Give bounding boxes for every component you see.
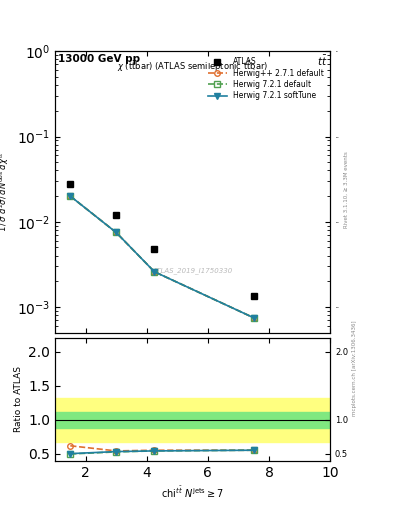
Text: $t\bar{t}$: $t\bar{t}$	[317, 54, 327, 68]
Y-axis label: $1\,/\,\sigma\;d^2\!\sigma\,/\,dN^{\rm obs}\,d\,\chi^{t\bar{t}}$: $1\,/\,\sigma\;d^2\!\sigma\,/\,dN^{\rm o…	[0, 152, 11, 232]
Y-axis label: Ratio to ATLAS: Ratio to ATLAS	[14, 367, 23, 432]
Text: $\chi$ (t$\bar{\rm t}$bar) (ATLAS semileptonic t$\bar{\rm t}$bar): $\chi$ (t$\bar{\rm t}$bar) (ATLAS semile…	[117, 60, 268, 74]
Text: ATLAS_2019_I1750330: ATLAS_2019_I1750330	[152, 267, 233, 274]
Text: 13000 GeV pp: 13000 GeV pp	[58, 54, 140, 64]
Text: Rivet 3.1.10, ≥ 3.3M events: Rivet 3.1.10, ≥ 3.3M events	[344, 151, 349, 228]
Legend: ATLAS, Herwig++ 2.7.1 default, Herwig 7.2.1 default, Herwig 7.2.1 softTune: ATLAS, Herwig++ 2.7.1 default, Herwig 7.…	[206, 55, 326, 102]
Text: mcplots.cern.ch [arXiv:1306.3436]: mcplots.cern.ch [arXiv:1306.3436]	[352, 321, 357, 416]
X-axis label: chi$^{t\bar{t}}$ $N^{\rm jets} \geq 7$: chi$^{t\bar{t}}$ $N^{\rm jets} \geq 7$	[161, 485, 224, 500]
